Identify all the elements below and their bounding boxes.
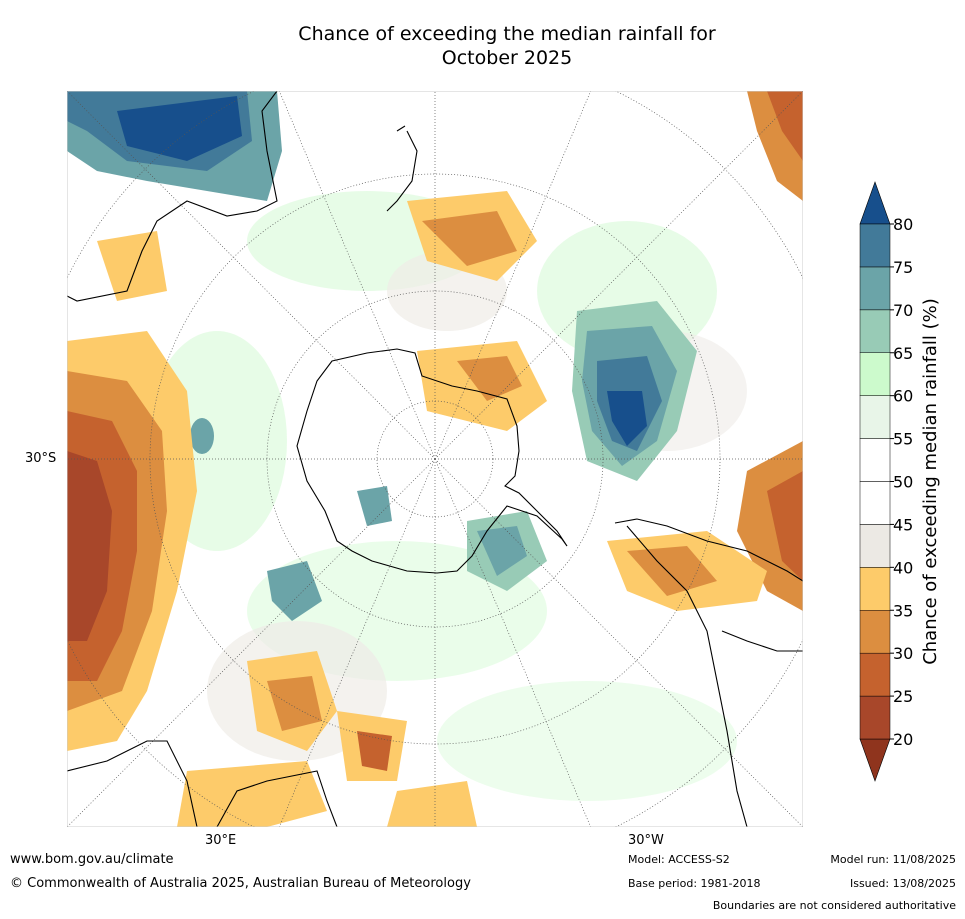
lon-label-30w: 30°W — [628, 833, 664, 848]
colorbar-segment — [859, 223, 891, 268]
colorbar-tick-label: 80 — [893, 215, 913, 234]
colorbar-tick-label: 40 — [893, 558, 913, 577]
above-median-regions — [67, 91, 697, 621]
colorbar-segment — [859, 309, 891, 354]
colorbar-segment — [859, 438, 891, 482]
colorbar-segment — [859, 610, 891, 654]
title-line-1: Chance of exceeding the median rainfall … — [298, 23, 716, 45]
colorbar-segment — [859, 524, 891, 568]
colorbar-segment — [859, 266, 891, 311]
colorbar-over-triangle — [859, 181, 891, 225]
colorbar-tick-label: 65 — [893, 344, 913, 363]
colorbar-under-triangle — [859, 738, 891, 782]
lon-label-30e: 30°E — [205, 833, 237, 848]
colorbar-tick-label: 55 — [893, 430, 913, 449]
colorbar-tick-label: 45 — [893, 515, 913, 534]
colorbar-segment — [859, 352, 891, 396]
colorbar-segment — [859, 695, 891, 740]
colorbar-segment — [859, 567, 891, 611]
footer-model-run: Model run: 11/08/2025 — [830, 853, 956, 866]
footer-disclaimer: Boundaries are not considered authoritat… — [712, 899, 956, 912]
footer-copyright: © Commonwealth of Australia 2025, Austra… — [10, 876, 471, 891]
chart-title: Chance of exceeding the median rainfall … — [0, 22, 965, 70]
footer-base-period: Base period: 1981-2018 — [628, 877, 761, 890]
footer-model: Model: ACCESS-S2 — [628, 853, 730, 866]
map-frame — [67, 91, 803, 827]
coastlines — [67, 91, 803, 827]
colorbar-tick-label: 25 — [893, 687, 913, 706]
lat-label-30s: 30°S — [25, 451, 57, 466]
below-median-regions — [67, 91, 803, 827]
footer-issued: Issued: 13/08/2025 — [849, 877, 956, 890]
colorbar-tick-label: 70 — [893, 301, 913, 320]
colorbar-segment — [859, 481, 891, 525]
colorbar-tick-label: 35 — [893, 601, 913, 620]
colorbar-tick-label: 30 — [893, 644, 913, 663]
footer-url[interactable]: www.bom.gov.au/climate — [10, 852, 174, 867]
title-line-2: October 2025 — [441, 47, 573, 69]
polar-map — [67, 91, 803, 827]
colorbar-tick-label: 60 — [893, 387, 913, 406]
colorbar-tick-label: 20 — [893, 730, 913, 749]
colorbar-tick-label: 75 — [893, 258, 913, 277]
colorbar-tick-label: 50 — [893, 473, 913, 492]
colorbar-segment — [859, 395, 891, 439]
colorbar-label: Chance of exceeding median rainfall (%) — [920, 298, 941, 665]
graticule — [67, 91, 803, 827]
colorbar-segment — [859, 652, 891, 697]
